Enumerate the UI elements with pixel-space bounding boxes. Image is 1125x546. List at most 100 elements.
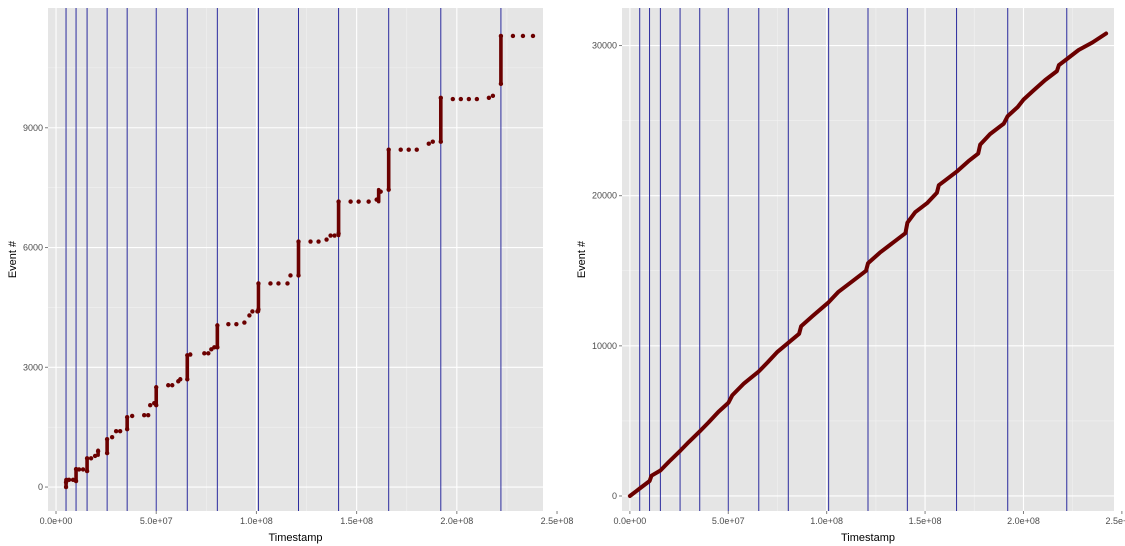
y-axis-title: Event #	[7, 240, 19, 278]
x-tick-label: 1.0e+08	[240, 516, 273, 526]
data-point	[386, 147, 391, 152]
data-point	[438, 139, 443, 144]
data-point	[141, 412, 147, 418]
y-tick-label: 3000	[23, 362, 43, 372]
x-tick-label: 2.0e+08	[1007, 516, 1040, 526]
data-point	[124, 414, 130, 420]
data-point	[226, 321, 231, 327]
data-point	[386, 187, 391, 192]
y-tick-label: 0	[38, 482, 43, 492]
data-point	[450, 96, 456, 102]
data-point	[146, 412, 151, 418]
data-point	[247, 313, 252, 318]
data-point	[378, 189, 383, 194]
data-point	[124, 426, 130, 432]
data-point	[486, 95, 492, 101]
data-point	[154, 385, 159, 390]
data-line	[627, 31, 1109, 498]
data-point	[104, 436, 110, 442]
chart-panel-1: 0.0e+00 5.0e+07 1.0e+08 1.5e+08 2.0e+08 2.5e+…	[7, 8, 573, 544]
data-point	[356, 199, 361, 204]
data-point	[84, 468, 90, 474]
data-point	[490, 93, 496, 99]
data-point	[466, 96, 472, 102]
data-point	[414, 147, 419, 152]
data-point	[117, 428, 123, 434]
plot-panel	[48, 8, 543, 511]
data-point	[80, 467, 86, 472]
data-point	[188, 352, 193, 357]
data-point	[374, 197, 379, 202]
data-point	[256, 281, 261, 286]
data-point	[185, 377, 190, 382]
data-point	[498, 33, 504, 39]
data-point	[113, 428, 119, 434]
data-point	[215, 323, 220, 328]
data-point	[458, 96, 464, 102]
data-point	[288, 273, 293, 278]
data-point	[296, 239, 301, 244]
data-point	[510, 33, 516, 39]
data-point	[285, 281, 290, 286]
data-point	[92, 453, 98, 459]
x-tick-label: 0.0e+00	[613, 516, 646, 526]
data-point	[170, 383, 175, 388]
data-point	[348, 199, 353, 204]
data-point	[366, 199, 371, 204]
y-axis-title: Event #	[576, 240, 588, 278]
data-point	[530, 33, 536, 39]
y-tick-label: 9000	[23, 123, 43, 133]
y-tick-label: 0	[612, 491, 617, 501]
data-point	[336, 199, 341, 204]
data-point	[88, 456, 94, 461]
x-tick-label: 2.5e+08	[1105, 516, 1125, 526]
data-point	[406, 147, 411, 152]
x-tick-label: 5.0e+07	[712, 516, 745, 526]
data-point	[109, 434, 115, 440]
data-point	[328, 233, 333, 238]
data-point	[166, 383, 171, 388]
data-point	[296, 273, 301, 278]
data-point	[154, 403, 159, 408]
data-point	[426, 141, 431, 146]
data-point	[234, 321, 239, 327]
data-point	[316, 239, 321, 244]
x-tick-label: 1.0e+08	[810, 516, 843, 526]
data-point	[474, 96, 480, 102]
x-tick-label: 2.5e+08	[541, 516, 574, 526]
data-point	[104, 450, 110, 456]
data-point	[212, 345, 217, 350]
data-point	[76, 467, 82, 472]
data-point	[202, 351, 207, 356]
data-point	[520, 33, 526, 39]
x-axis-title: Timestamp	[269, 532, 323, 544]
data-point	[215, 345, 220, 350]
data-point	[308, 239, 313, 244]
data-point	[430, 139, 435, 144]
data-point	[332, 233, 337, 238]
y-tick-label: 20000	[592, 191, 617, 201]
data-point	[256, 307, 261, 312]
data-point	[276, 281, 281, 286]
data-point	[148, 403, 153, 408]
data-point	[336, 231, 341, 236]
data-point	[73, 478, 79, 484]
data-point	[84, 456, 90, 461]
x-axis-title: Timestamp	[841, 532, 895, 544]
chart-panel-2: 0.0e+00 5.0e+07 1.0e+08 1.5e+08 2.0e+08 2.5e+…	[576, 8, 1125, 544]
x-tick-label: 5.0e+07	[140, 516, 173, 526]
data-point	[250, 309, 255, 314]
data-point	[268, 281, 273, 286]
x-tick-label: 1.5e+08	[340, 516, 373, 526]
x-tick-label: 1.5e+08	[909, 516, 942, 526]
y-tick-label: 10000	[592, 341, 617, 351]
data-point	[242, 320, 247, 325]
data-point	[398, 147, 403, 152]
data-point	[324, 237, 329, 242]
data-point	[95, 448, 101, 454]
data-point	[63, 484, 69, 490]
x-tick-label: 0.0e+00	[40, 516, 73, 526]
x-tick-label: 2.0e+08	[440, 516, 473, 526]
